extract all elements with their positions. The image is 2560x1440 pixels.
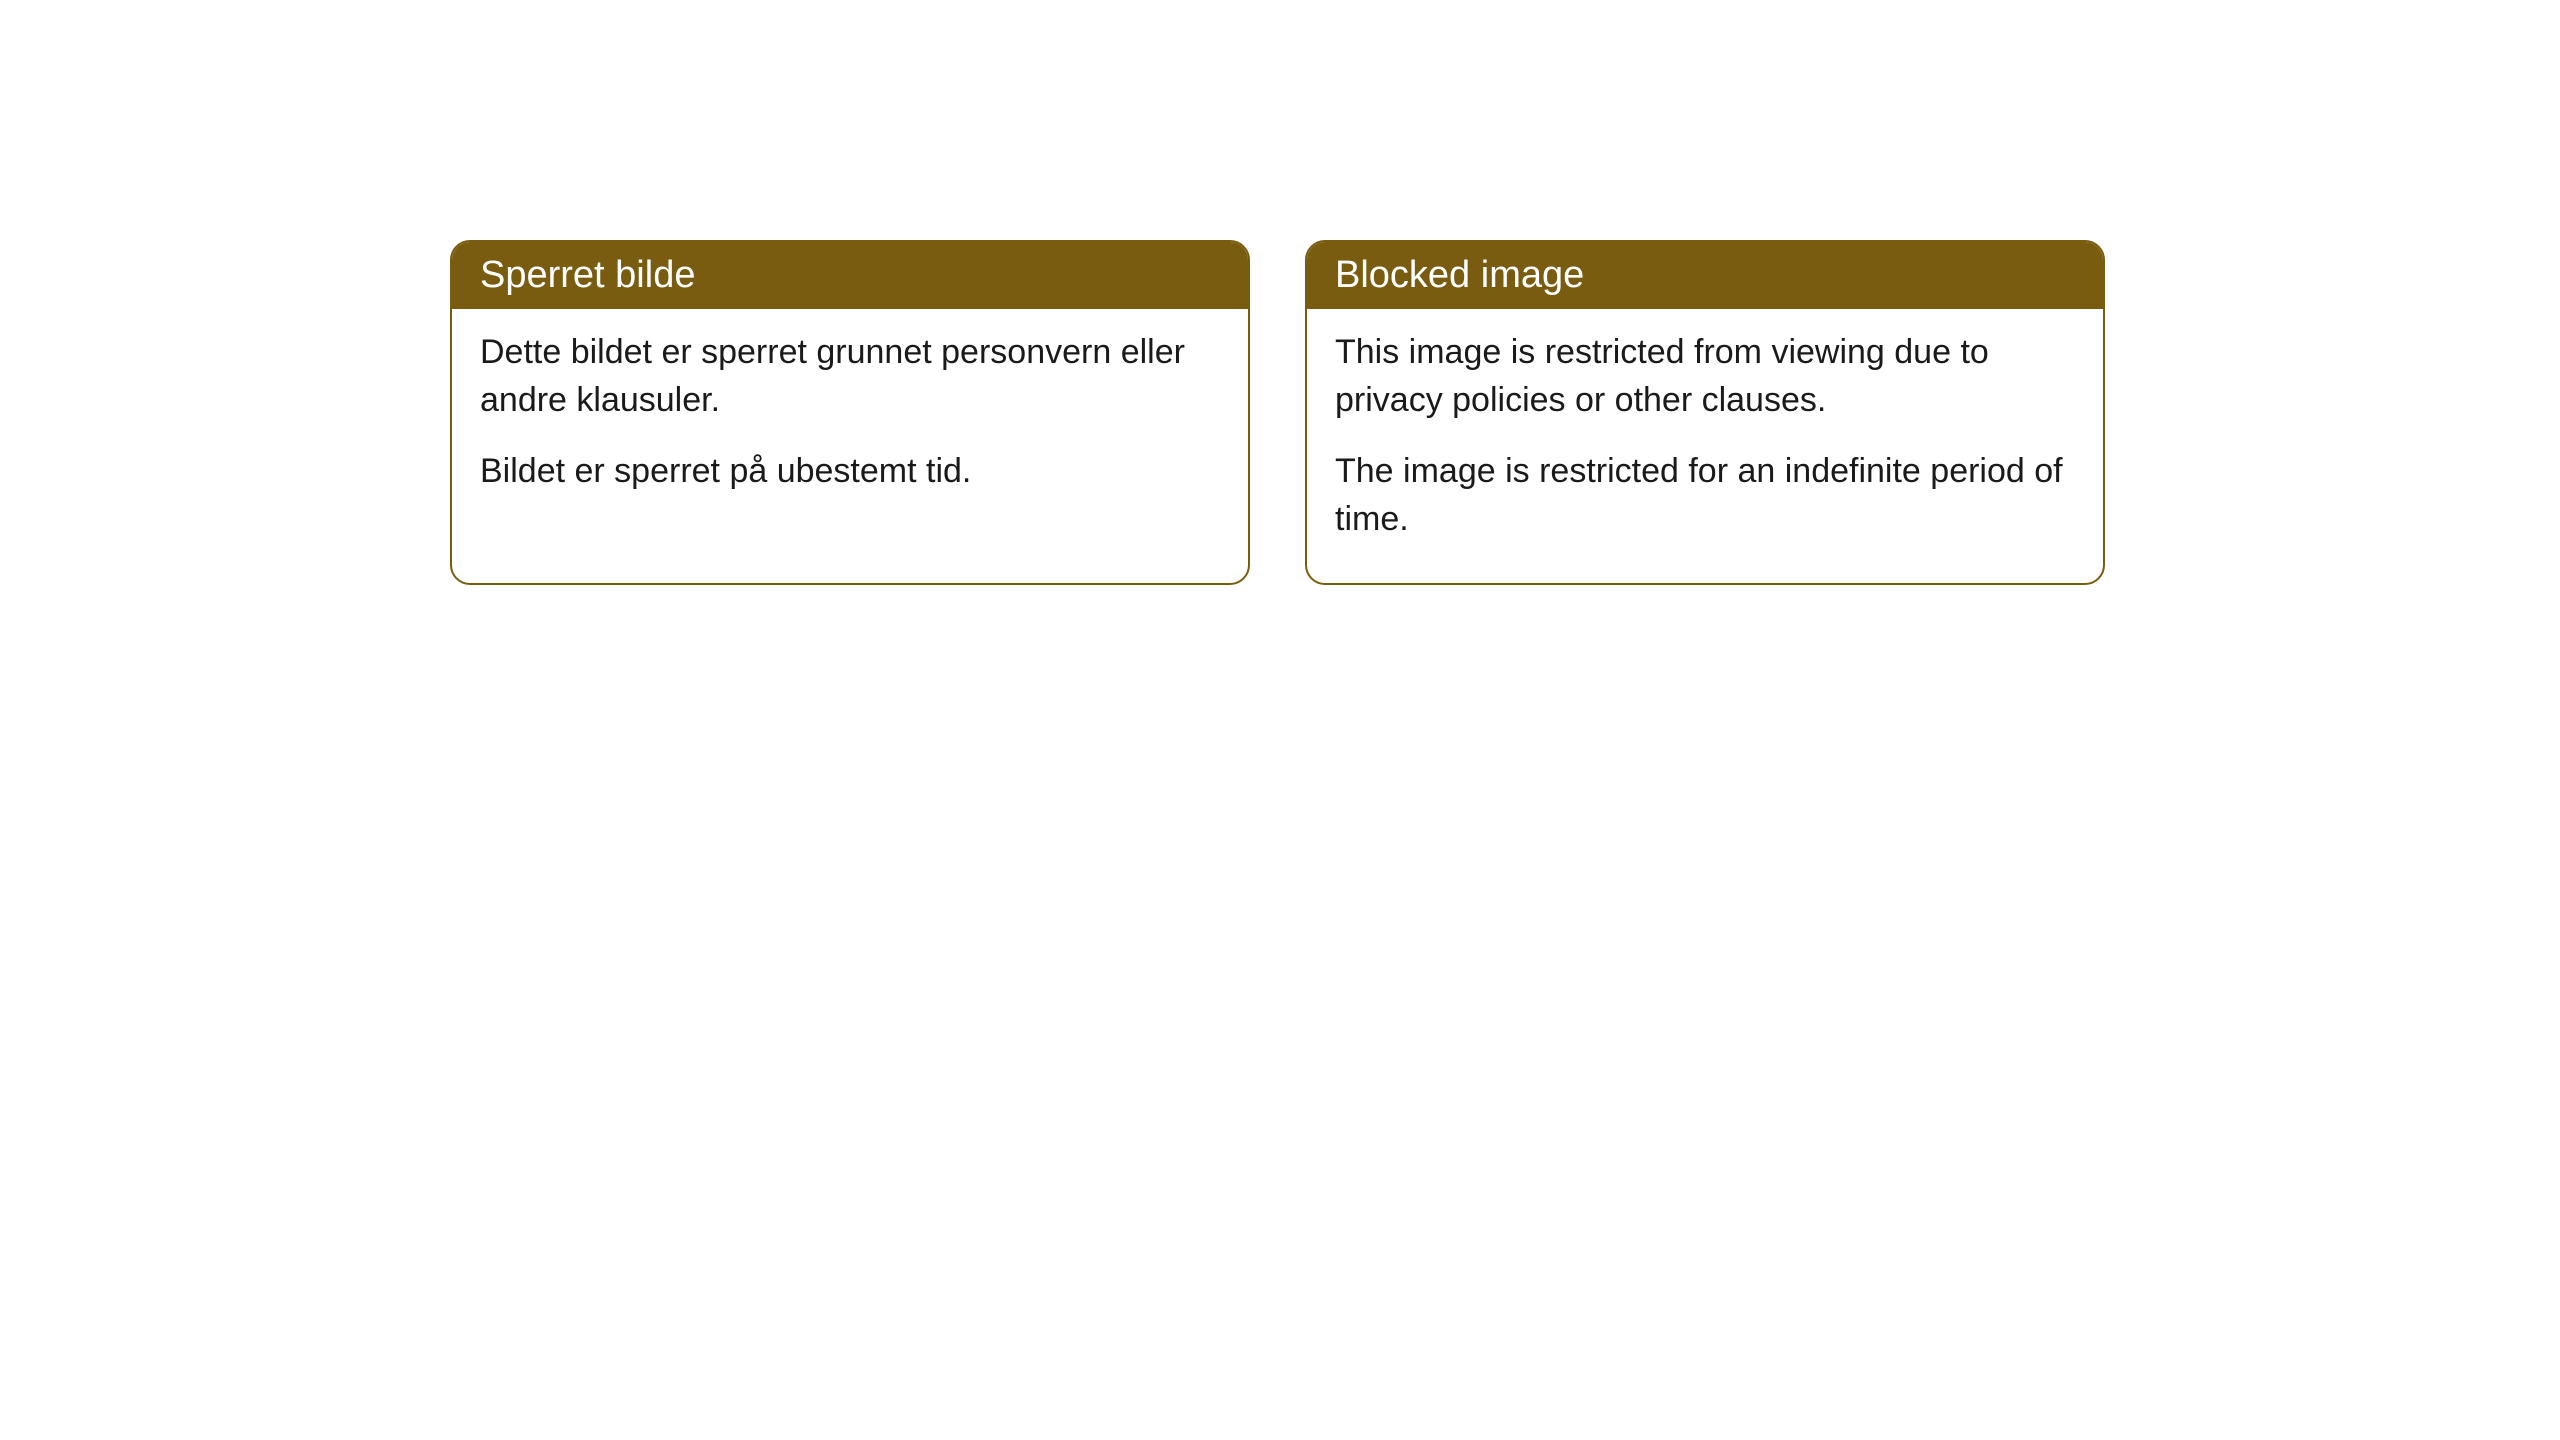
blocked-image-card-norwegian: Sperret bilde Dette bildet er sperret gr… <box>450 240 1250 585</box>
card-header-norwegian: Sperret bilde <box>452 242 1248 309</box>
blocked-image-card-english: Blocked image This image is restricted f… <box>1305 240 2105 585</box>
card-text-english-1: This image is restricted from viewing du… <box>1335 329 2075 424</box>
card-body-norwegian: Dette bildet er sperret grunnet personve… <box>452 309 1248 536</box>
card-header-english: Blocked image <box>1307 242 2103 309</box>
notice-cards-container: Sperret bilde Dette bildet er sperret gr… <box>450 240 2560 585</box>
card-text-english-2: The image is restricted for an indefinit… <box>1335 448 2075 543</box>
card-text-norwegian-2: Bildet er sperret på ubestemt tid. <box>480 448 1220 496</box>
card-text-norwegian-1: Dette bildet er sperret grunnet personve… <box>480 329 1220 424</box>
card-body-english: This image is restricted from viewing du… <box>1307 309 2103 583</box>
card-title-english: Blocked image <box>1335 254 1584 296</box>
card-title-norwegian: Sperret bilde <box>480 254 695 296</box>
